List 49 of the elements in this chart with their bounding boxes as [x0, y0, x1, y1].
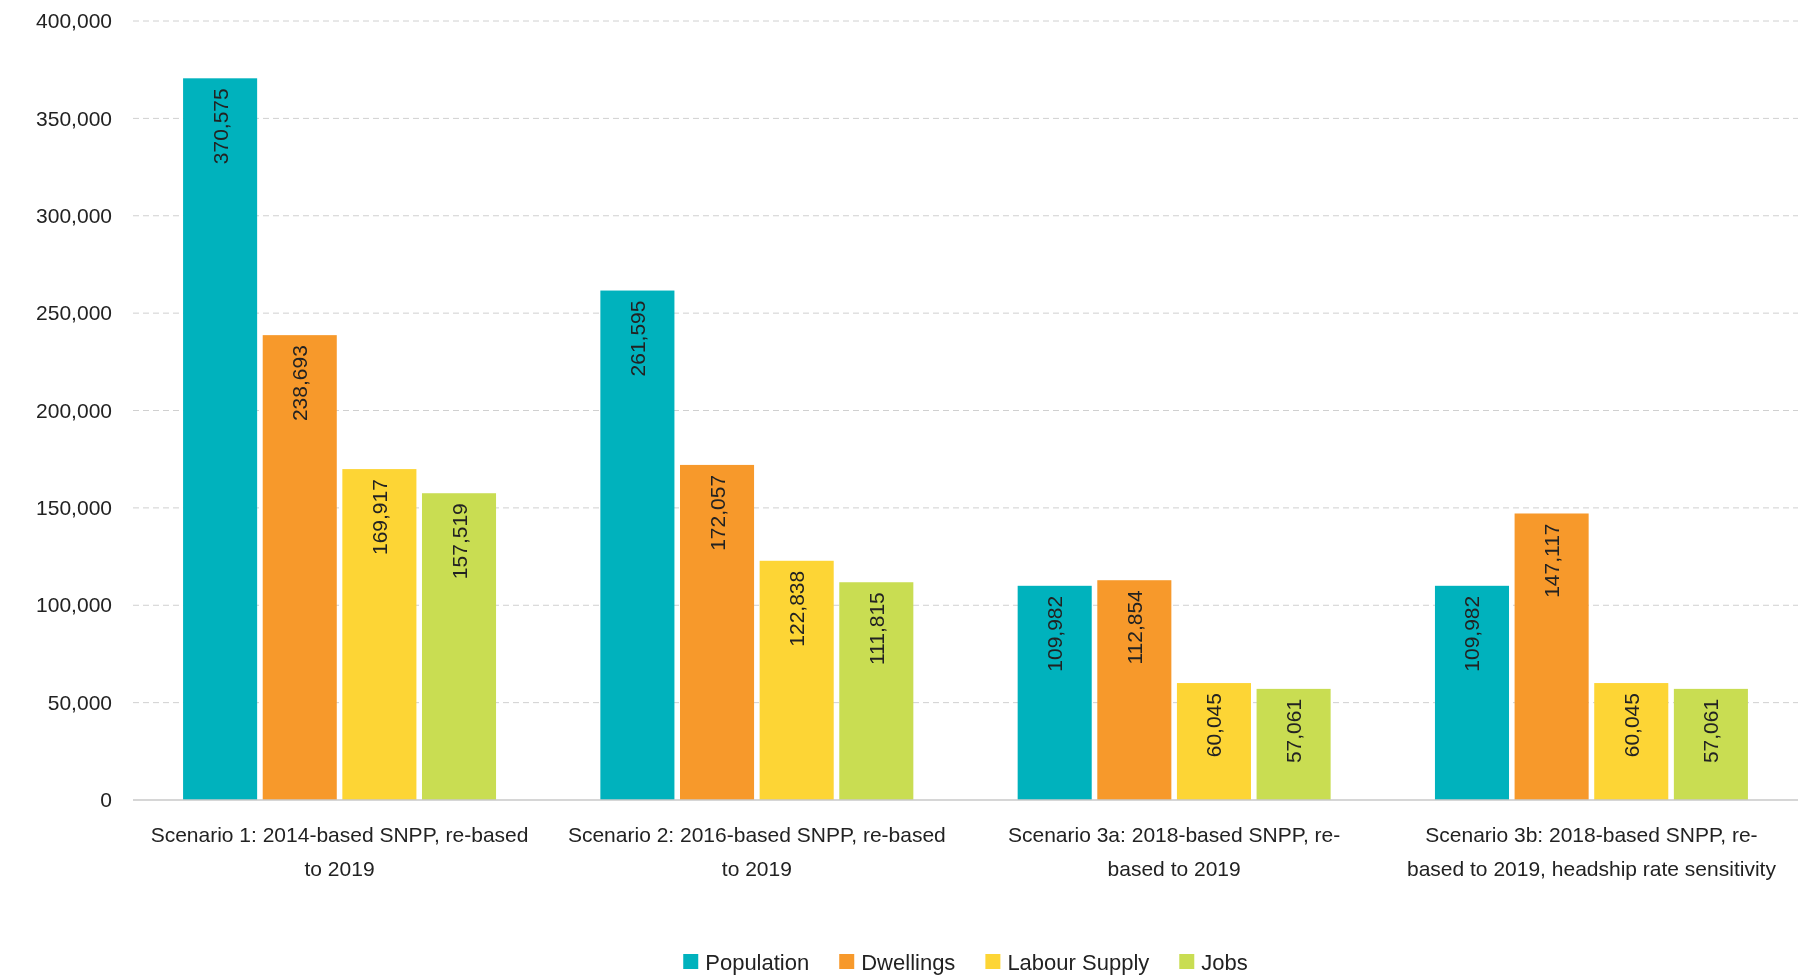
- data-label: 112,854: [1122, 589, 1146, 665]
- y-tick-label: 50,000: [47, 690, 112, 714]
- y-tick-label: 150,000: [36, 496, 112, 520]
- data-label: 109,982: [1460, 595, 1484, 672]
- x-tick-label: Scenario 3b: 2018-based SNPP, re-based to 2019, headship rate sensitivity: [1406, 823, 1777, 880]
- x-tick-label: Scenario 2: 2016-based SNPP, re-based to 2019: [567, 823, 946, 880]
- data-label: 122,838: [785, 570, 809, 647]
- bar: [262, 335, 337, 800]
- legend-label: Jobs: [1201, 949, 1248, 975]
- y-tick-label: 250,000: [36, 301, 112, 325]
- legend-label: Labour Supply: [1007, 949, 1150, 975]
- y-tick-label: 200,000: [36, 398, 112, 422]
- data-label: 261,595: [625, 300, 649, 377]
- data-label: 147,117: [1540, 523, 1564, 598]
- legend-label: Dwellings: [861, 949, 956, 975]
- data-label: 370,575: [208, 88, 232, 165]
- data-label: 238,693: [288, 345, 312, 422]
- x-tick-label: Scenario 1: 2014-based SNPP, re-based to 2019: [150, 823, 529, 880]
- bar: [1097, 580, 1172, 800]
- data-label: 57,061: [1699, 698, 1723, 764]
- bar: [1673, 688, 1748, 800]
- data-label: 109,982: [1043, 595, 1067, 672]
- bar: [342, 469, 417, 800]
- y-tick-label: 100,000: [36, 593, 112, 617]
- y-tick-label: 350,000: [36, 106, 112, 130]
- y-tick-label: 400,000: [36, 9, 112, 33]
- bar: [600, 290, 675, 800]
- bar: [1434, 585, 1510, 800]
- y-tick-label: 0: [100, 788, 112, 812]
- bar: [1256, 688, 1331, 800]
- data-label: 157,519: [447, 503, 471, 580]
- bar: [183, 78, 258, 800]
- data-label: 172,057: [705, 474, 729, 551]
- bar: [1514, 513, 1589, 800]
- data-label: 60,045: [1619, 693, 1643, 758]
- bar: [680, 464, 755, 800]
- y-tick-label: 300,000: [36, 203, 112, 227]
- bar: [839, 582, 914, 800]
- bar: [759, 560, 834, 800]
- x-tick-label: Scenario 3a: 2018-based SNPP, re-based to 2019: [1007, 823, 1341, 880]
- bar: [1176, 683, 1251, 800]
- bar: [1594, 683, 1669, 800]
- data-label: 169,917: [367, 479, 391, 556]
- legend-label: Population: [705, 949, 810, 975]
- data-label: 111,815: [864, 592, 888, 666]
- bar: [421, 493, 497, 800]
- bar: [1017, 585, 1092, 800]
- data-label: 57,061: [1282, 698, 1306, 764]
- data-label: 60,045: [1202, 693, 1226, 758]
